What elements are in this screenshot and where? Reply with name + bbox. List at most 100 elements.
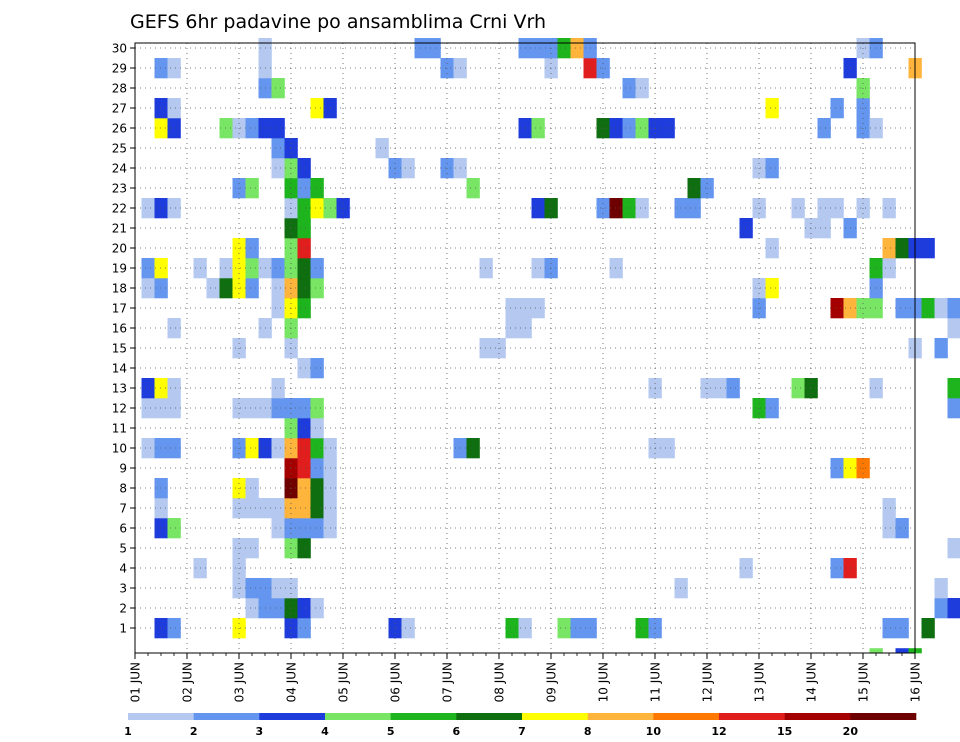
heatmap-cell	[271, 258, 285, 279]
heatmap-cell	[297, 498, 311, 519]
heatmap-cell	[154, 398, 168, 419]
heatmap-cell	[869, 278, 883, 299]
heatmap-cell	[297, 158, 311, 179]
y-tick-label: 6	[119, 522, 127, 536]
heatmap-cell	[310, 598, 324, 619]
heatmap-cell	[141, 278, 155, 299]
heatmap-cell	[310, 478, 324, 499]
colorbar-label: 5	[387, 725, 395, 738]
heatmap-cell	[297, 198, 311, 219]
heatmap-cell	[167, 318, 181, 339]
colorbar-segment	[193, 713, 260, 720]
y-tick-label: 5	[119, 542, 127, 556]
heatmap-cell	[245, 278, 259, 299]
heatmap-cell	[271, 598, 285, 619]
heatmap-cell	[921, 618, 935, 639]
y-tick-label: 29	[112, 62, 127, 76]
heatmap-cell	[882, 518, 896, 539]
heatmap-cell	[141, 378, 155, 399]
heatmap-cell	[245, 238, 259, 259]
heatmap-cell	[167, 618, 181, 639]
colorbar-segment	[456, 713, 523, 720]
heatmap-cell	[297, 238, 311, 259]
heatmap-cell	[167, 518, 181, 539]
heatmap-cell	[635, 78, 649, 99]
heatmap-cell	[765, 98, 779, 119]
heatmap-cell	[297, 258, 311, 279]
heatmap-cell	[245, 398, 259, 419]
colorbar-segment	[719, 713, 785, 720]
heatmap-cell	[375, 138, 389, 159]
gridlines	[135, 43, 916, 653]
y-tick-label: 21	[112, 222, 127, 236]
heatmap-cell	[141, 198, 155, 219]
y-tick-label: 10	[112, 442, 127, 456]
heatmap-cell	[609, 198, 623, 219]
heatmap-cell	[622, 198, 636, 219]
heatmap-cell	[154, 438, 168, 459]
heatmap-cell	[297, 278, 311, 299]
y-tick-label: 20	[112, 242, 127, 256]
heatmap-cell	[882, 238, 896, 259]
y-tick-label: 9	[119, 462, 127, 476]
y-tick-label: 23	[112, 182, 127, 196]
colorbar-label: 7	[518, 725, 526, 738]
y-tick-label: 18	[112, 282, 127, 296]
heatmap-cell	[245, 118, 259, 139]
heatmap-cell	[271, 158, 285, 179]
colorbar-label: 12	[711, 725, 726, 738]
colorbar-segment	[390, 713, 457, 720]
heatmap-cell	[310, 178, 324, 199]
x-tick-label: 04 JUN	[285, 662, 299, 702]
heatmap-cell	[895, 648, 909, 654]
y-tick-label: 19	[112, 262, 127, 276]
heatmap-cell	[817, 198, 831, 219]
heatmap-cell	[817, 118, 831, 139]
heatmap-cell	[674, 198, 688, 219]
heatmap-cell	[271, 518, 285, 539]
heatmap-cell	[154, 618, 168, 639]
heatmap-cell	[271, 438, 285, 459]
heatmap-cell	[687, 178, 701, 199]
heatmap-cell	[934, 598, 948, 619]
heatmap-cell	[245, 258, 259, 279]
x-tick-label: 14 JUN	[805, 662, 819, 702]
heatmap-cell	[934, 338, 948, 359]
y-tick-label: 15	[112, 342, 127, 356]
heatmap-cell	[661, 118, 675, 139]
heatmap-cell	[921, 298, 935, 319]
heatmap-cell	[297, 418, 311, 439]
heatmap-cell	[895, 238, 909, 259]
heatmap-cell	[310, 518, 324, 539]
heatmap-cell	[271, 118, 285, 139]
heatmap-cell	[245, 178, 259, 199]
x-tick-label: 05 JUN	[337, 662, 351, 702]
heatmap-cell	[167, 378, 181, 399]
heatmap-cell	[947, 598, 960, 619]
heatmap-cell	[154, 278, 168, 299]
heatmap-cell	[882, 498, 896, 519]
heatmap-cell	[726, 378, 740, 399]
heatmap-cell	[882, 258, 896, 279]
x-tick-label: 10 JUN	[597, 662, 611, 702]
heatmap-cell	[154, 518, 168, 539]
heatmap-cell	[310, 198, 324, 219]
heatmap-cell	[622, 78, 636, 99]
heatmap-cell	[830, 458, 844, 479]
heatmap-cell	[154, 258, 168, 279]
heatmap-cell	[401, 158, 415, 179]
heatmap-cell	[297, 438, 311, 459]
heatmap-cell	[739, 218, 753, 239]
heatmap-cell	[219, 118, 233, 139]
heatmap-cell	[310, 398, 324, 419]
heatmap-cell	[167, 398, 181, 419]
colorbar-label: 8	[584, 725, 592, 738]
heatmap-cell	[895, 298, 909, 319]
y-tick-label: 28	[112, 82, 127, 96]
heatmap-cell	[297, 398, 311, 419]
x-tick-label: 01 JUN	[129, 662, 143, 702]
heatmap-cell	[830, 198, 844, 219]
heatmap-cell	[297, 178, 311, 199]
colorbar-segment	[522, 713, 588, 720]
